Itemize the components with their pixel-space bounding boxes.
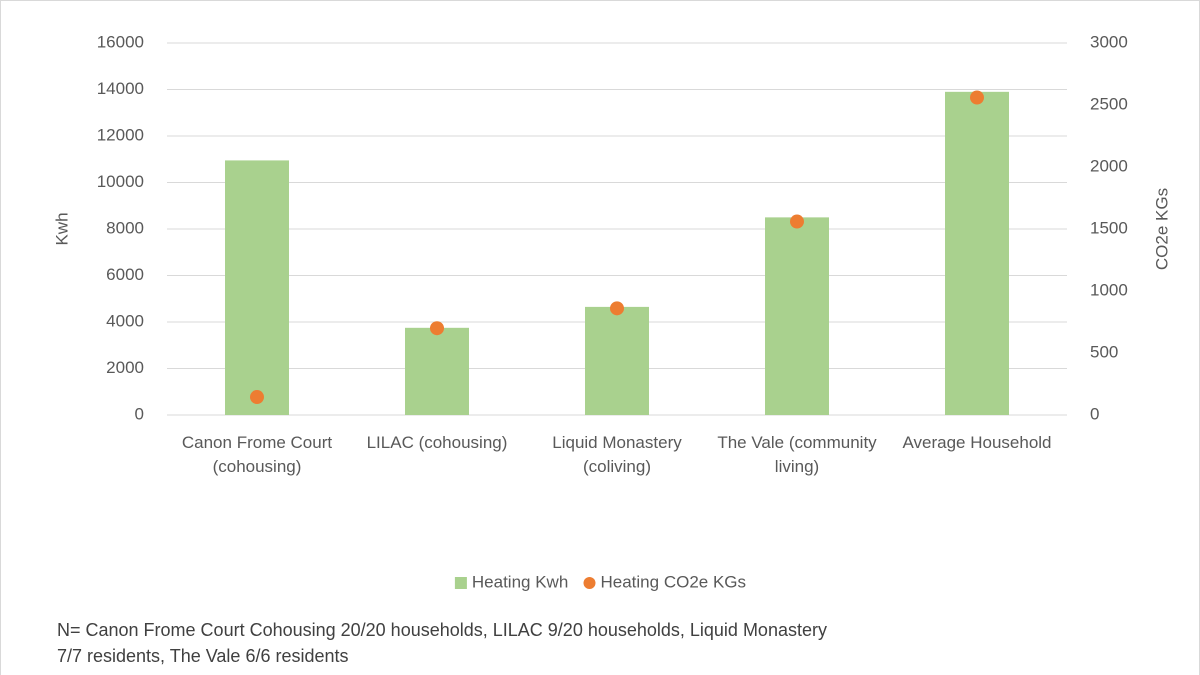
legend-label: Heating Kwh [472, 572, 568, 591]
y2-axis-label: CO2e KGs [1152, 188, 1171, 270]
legend-swatch [454, 577, 467, 589]
y2-tick-label: 2500 [1090, 94, 1128, 113]
y2-tick-label: 3000 [1090, 32, 1128, 51]
y2-tick-label: 1500 [1090, 218, 1128, 237]
dot [790, 214, 804, 229]
bar [405, 327, 469, 415]
y2-tick-label: 0 [1090, 404, 1099, 423]
bar [585, 306, 649, 415]
bar [945, 91, 1009, 415]
dot [610, 301, 624, 316]
y-tick-label: 6000 [106, 265, 144, 284]
y-tick-label: 12000 [97, 125, 144, 144]
y2-tick-label: 1000 [1090, 280, 1128, 299]
x-tick-label: LILAC (cohousing) [366, 433, 508, 452]
footnote: N= Canon Frome Court Cohousing 20/20 hou… [57, 620, 827, 666]
y-tick-label: 14000 [97, 79, 144, 98]
y-tick-label: 0 [135, 404, 144, 423]
x-tick-label: The Vale (community living) [717, 433, 877, 476]
y2-tick-label: 2000 [1090, 156, 1128, 175]
dot [250, 390, 264, 405]
dot [430, 321, 444, 336]
bar [765, 217, 829, 415]
y-tick-label: 2000 [106, 358, 144, 377]
bar [225, 160, 289, 415]
legend-swatch [583, 577, 596, 589]
x-tick-label: Canon Frome Court (cohousing) [181, 433, 333, 476]
y2-tick-label: 500 [1090, 342, 1118, 361]
x-tick-label: Average Household [902, 433, 1052, 452]
y-tick-label: 8000 [106, 218, 144, 237]
dot [970, 90, 984, 105]
y-tick-label: 10000 [97, 172, 144, 191]
y-tick-label: 4000 [106, 311, 144, 330]
x-tick-label: Liquid Monastery (coliving) [552, 433, 682, 476]
y-axis-label: Kwh [52, 212, 71, 245]
y-tick-label: 16000 [97, 32, 144, 51]
legend-label: Heating CO2e KGs [601, 572, 747, 591]
